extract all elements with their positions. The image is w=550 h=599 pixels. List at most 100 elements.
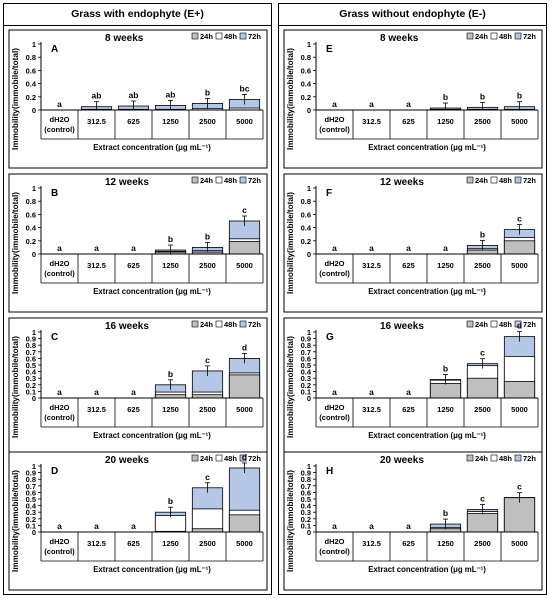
x-axis-label: Extract concentration (μg mL⁻¹)	[93, 143, 211, 152]
significance-letter: b	[168, 369, 173, 379]
y-tick-label: 1	[32, 328, 36, 337]
x-tick-label: 2500	[474, 539, 491, 548]
significance-letter: a	[332, 521, 337, 531]
y-tick-label: 0.6	[301, 66, 311, 75]
significance-letter: d	[242, 342, 247, 352]
y-tick-label: 0.8	[26, 53, 36, 62]
y-axis-label: Immobility(immobile/total)	[11, 192, 20, 294]
legend-swatch	[490, 320, 498, 328]
significance-letter: b	[443, 508, 448, 518]
y-tick-label: 0.2	[301, 93, 311, 102]
y-axis-label: Immobility(immobile/total)	[286, 192, 295, 294]
y-tick-label: 0.2	[26, 515, 36, 524]
x-axis-label: Extract concentration (μg mL⁻¹)	[93, 287, 211, 296]
x-tick-label: 312.5	[87, 261, 106, 270]
legend-label: 72h	[523, 454, 536, 463]
legend-label: 24h	[475, 320, 488, 329]
x-tick-label: dH2O	[324, 403, 344, 412]
x-tick-label: 2500	[199, 539, 216, 548]
legend-label: 24h	[475, 32, 488, 41]
y-tick-label: 0.2	[26, 237, 36, 246]
x-tick-label: 625	[127, 405, 140, 414]
legend-label: 24h	[475, 176, 488, 185]
legend-label: 48h	[224, 176, 237, 185]
x-tick-label: dH2O	[49, 259, 69, 268]
panel-frame	[8, 29, 268, 169]
panel-title: 12 weeks	[105, 177, 149, 188]
x-tick-label: 625	[402, 405, 415, 414]
panel-title: 8 weeks	[105, 33, 144, 44]
significance-letter: b	[480, 229, 485, 239]
y-tick-label: 0.9	[301, 335, 311, 344]
chart-panel-c: Immobility(immobile/total) 00.10.20.30.40…	[8, 317, 268, 457]
x-tick-label: 5000	[511, 117, 528, 126]
panel-title: 8 weeks	[380, 33, 419, 44]
y-tick-label: 0.8	[26, 475, 36, 484]
significance-letter: b	[443, 92, 448, 102]
significance-letter: ab	[129, 90, 139, 100]
significance-letter: b	[205, 231, 210, 241]
y-tick-label: 0.8	[26, 341, 36, 350]
x-tick-label: 2500	[199, 117, 216, 126]
x-tick-label: 1250	[162, 117, 179, 126]
significance-letter: a	[57, 243, 62, 253]
bar	[154, 515, 187, 533]
y-tick-label: 1	[307, 40, 311, 49]
column-without-endophyte: Grass without endophyte (E-) Immobility(…	[278, 3, 547, 595]
y-tick-label: 0.8	[301, 197, 311, 206]
y-tick-label: 0.2	[301, 515, 311, 524]
significance-letter: a	[131, 387, 136, 397]
bar	[503, 381, 536, 399]
legend-swatch	[215, 176, 223, 184]
x-tick-label: 2500	[474, 405, 491, 414]
legend-swatch	[191, 176, 199, 184]
y-tick-label: 0.6	[26, 354, 36, 363]
y-tick-label: 0.3	[26, 374, 36, 383]
legend-label: 72h	[523, 176, 536, 185]
y-tick-label: 0.6	[26, 210, 36, 219]
y-tick-label: 0	[32, 106, 36, 115]
significance-letter: a	[369, 243, 374, 253]
x-tick-label: 312.5	[362, 117, 381, 126]
column-title: Grass with endophyte (E+)	[4, 5, 271, 26]
significance-letter: a	[369, 521, 374, 531]
y-tick-label: 0.3	[26, 508, 36, 517]
significance-letter: c	[480, 348, 485, 358]
column-title: Grass without endophyte (E-)	[279, 5, 546, 26]
panel-frame	[283, 451, 543, 591]
y-tick-label: 0.4	[301, 80, 312, 89]
panel-title: 16 weeks	[380, 321, 424, 332]
legend-label: 72h	[248, 176, 261, 185]
y-tick-label: 1	[32, 40, 36, 49]
legend-swatch	[490, 32, 498, 40]
y-axis-label: Immobility(immobile/total)	[286, 470, 295, 572]
x-tick-label: 2500	[199, 261, 216, 270]
significance-letter: b	[205, 87, 210, 97]
column-with-endophyte: Grass with endophyte (E+) Immobility(imm…	[3, 3, 272, 595]
significance-letter: c	[242, 205, 247, 215]
legend-label: 24h	[200, 176, 213, 185]
panel-title: 20 weeks	[105, 455, 149, 466]
legend-label: 48h	[499, 176, 512, 185]
y-tick-label: 0.4	[26, 502, 37, 511]
y-tick-label: 0.5	[26, 495, 36, 504]
x-tick-label: (control)	[44, 547, 75, 556]
legend-swatch	[215, 32, 223, 40]
panel-title: 20 weeks	[380, 455, 424, 466]
bar	[228, 241, 261, 255]
x-tick-label: 5000	[236, 405, 253, 414]
x-tick-label: (control)	[319, 547, 350, 556]
y-tick-label: 0	[307, 106, 311, 115]
panel-frame	[8, 451, 268, 591]
y-axis-label: Immobility(immobile/total)	[11, 470, 20, 572]
significance-letter: a	[369, 99, 374, 109]
panel-frame	[8, 173, 268, 313]
y-tick-label: 0.8	[301, 341, 311, 350]
y-tick-label: 0.9	[26, 469, 36, 478]
significance-letter: c	[480, 494, 485, 504]
y-tick-label: 0.3	[301, 374, 311, 383]
x-axis-label: Extract concentration (μg mL⁻¹)	[93, 431, 211, 440]
legend-swatch	[239, 454, 247, 462]
x-tick-label: 1250	[162, 539, 179, 548]
y-tick-label: 0.5	[301, 495, 311, 504]
